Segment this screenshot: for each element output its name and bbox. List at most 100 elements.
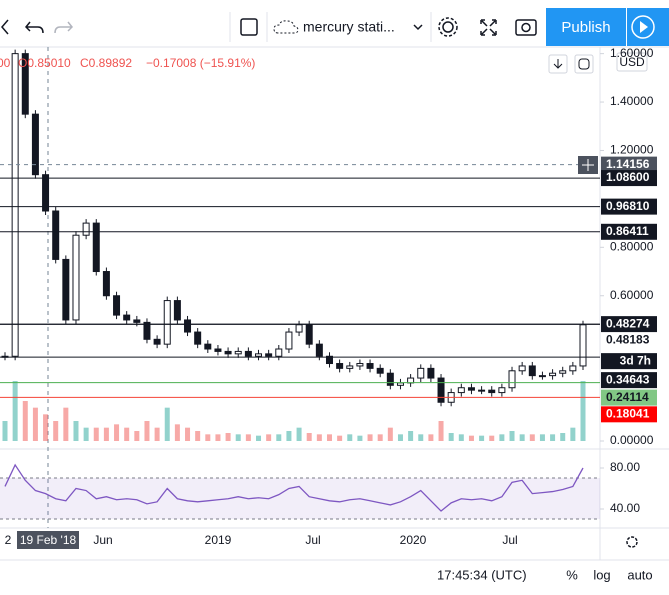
candle-body bbox=[305, 324, 313, 345]
candle-body bbox=[417, 367, 425, 379]
candle-body bbox=[42, 174, 50, 212]
candle-body bbox=[579, 324, 587, 367]
candle-body bbox=[113, 295, 121, 316]
volume-bar bbox=[529, 434, 535, 441]
price-tick-label: 0.80000 bbox=[610, 239, 654, 253]
candle-body bbox=[92, 222, 100, 273]
candle-body bbox=[72, 234, 80, 321]
volume-bar bbox=[286, 431, 292, 441]
settings-button[interactable] bbox=[442, 21, 454, 33]
candle-body bbox=[234, 350, 242, 355]
level-label: 0.96810 bbox=[606, 199, 650, 213]
time-crosshair-bg bbox=[17, 531, 79, 549]
arrow-icon bbox=[553, 59, 563, 69]
publish-label[interactable]: Publish bbox=[561, 19, 610, 36]
volume-bar bbox=[164, 407, 170, 441]
time-label: 19 Feb '18 bbox=[20, 533, 77, 547]
level-label: 1.08600 bbox=[606, 170, 650, 184]
volume-bar bbox=[134, 431, 140, 441]
volume-bar bbox=[296, 427, 302, 441]
publish-button[interactable] bbox=[546, 8, 626, 46]
candle-body bbox=[315, 343, 323, 357]
rsi-pane bbox=[4, 463, 584, 512]
candle-body bbox=[467, 387, 475, 391]
layout-name[interactable]: mercury stati... bbox=[303, 19, 395, 35]
volume-bar bbox=[468, 435, 474, 441]
volume-bar bbox=[337, 435, 343, 441]
candle-body bbox=[204, 343, 212, 350]
volume-bar bbox=[408, 431, 414, 441]
back-icon[interactable] bbox=[1, 19, 9, 35]
volume-bar bbox=[63, 407, 69, 441]
time-label: 2019 bbox=[205, 533, 232, 547]
volume-bar bbox=[276, 434, 282, 441]
candle-body bbox=[396, 382, 404, 386]
volume-bar bbox=[154, 427, 160, 441]
candle-body bbox=[498, 387, 506, 394]
volume-bar bbox=[479, 435, 485, 441]
volume-bar bbox=[2, 421, 8, 441]
level-label-bg bbox=[601, 406, 657, 423]
log-toggle[interactable]: log bbox=[593, 567, 610, 582]
price-tick-label: 0.60000 bbox=[610, 288, 654, 302]
candle-body bbox=[356, 363, 364, 367]
level-label: 0.48274 bbox=[606, 316, 650, 330]
volume-bar bbox=[418, 434, 424, 441]
volume-bar bbox=[550, 434, 556, 441]
volume-bar bbox=[12, 381, 18, 441]
candle-body bbox=[102, 271, 110, 297]
candle-body bbox=[549, 372, 557, 377]
volume-bar bbox=[73, 421, 79, 441]
volume-bar bbox=[256, 435, 262, 441]
volume-bar bbox=[428, 434, 434, 441]
candle-body bbox=[508, 370, 516, 389]
candle-body bbox=[11, 53, 19, 357]
volume-bar bbox=[509, 431, 515, 441]
dropdown-chevron[interactable] bbox=[413, 24, 423, 31]
reset-icon bbox=[578, 58, 590, 70]
clock: 17:45:34 (UTC) bbox=[437, 567, 527, 582]
volume-bar bbox=[205, 434, 211, 441]
candle-body bbox=[386, 372, 394, 386]
candle-body bbox=[31, 113, 39, 176]
volume-bar bbox=[326, 434, 332, 441]
candle-body bbox=[488, 389, 496, 394]
candle-body bbox=[569, 365, 577, 372]
price-tick-label: 1.60000 bbox=[610, 46, 654, 60]
layout-button[interactable] bbox=[240, 18, 258, 36]
candle-body bbox=[244, 350, 252, 357]
snapshot-button[interactable] bbox=[515, 19, 537, 36]
candle-body bbox=[265, 353, 273, 357]
volume-bar bbox=[438, 421, 444, 441]
undo-button[interactable] bbox=[24, 21, 44, 34]
volume-bar bbox=[114, 424, 120, 441]
level-label: 1.14156 bbox=[606, 157, 650, 171]
time-axis: 2 19 Feb '18 Jun 2019 Jul 2020 Jul bbox=[5, 531, 518, 549]
volume-bar bbox=[316, 434, 322, 441]
volume-bar bbox=[357, 435, 363, 441]
volume-bar bbox=[397, 434, 403, 441]
level-label-bg bbox=[601, 223, 657, 240]
reset-button[interactable] bbox=[574, 54, 594, 74]
currency-label[interactable]: USD bbox=[619, 55, 645, 69]
volume-bar bbox=[215, 434, 221, 441]
candle-body bbox=[336, 363, 344, 369]
candle-body bbox=[478, 389, 486, 392]
legend-change: −0.17008 (−15.91%) bbox=[146, 56, 255, 70]
currency-box[interactable] bbox=[616, 52, 648, 72]
candle-body bbox=[295, 324, 303, 333]
auto-toggle[interactable]: auto bbox=[627, 567, 652, 582]
candle-body bbox=[285, 331, 293, 350]
pane-settings-button[interactable] bbox=[626, 536, 638, 548]
candle-body bbox=[214, 348, 222, 352]
redo-button[interactable] bbox=[54, 21, 74, 34]
fullscreen-button[interactable] bbox=[480, 19, 497, 36]
volume-bar bbox=[22, 401, 28, 441]
volume-bar bbox=[144, 421, 150, 441]
price-tick-label: 0.00000 bbox=[610, 433, 654, 447]
percent-toggle[interactable]: % bbox=[566, 567, 578, 582]
volume-bar bbox=[185, 427, 191, 441]
candle-body bbox=[52, 210, 60, 260]
candle-body bbox=[123, 314, 131, 321]
